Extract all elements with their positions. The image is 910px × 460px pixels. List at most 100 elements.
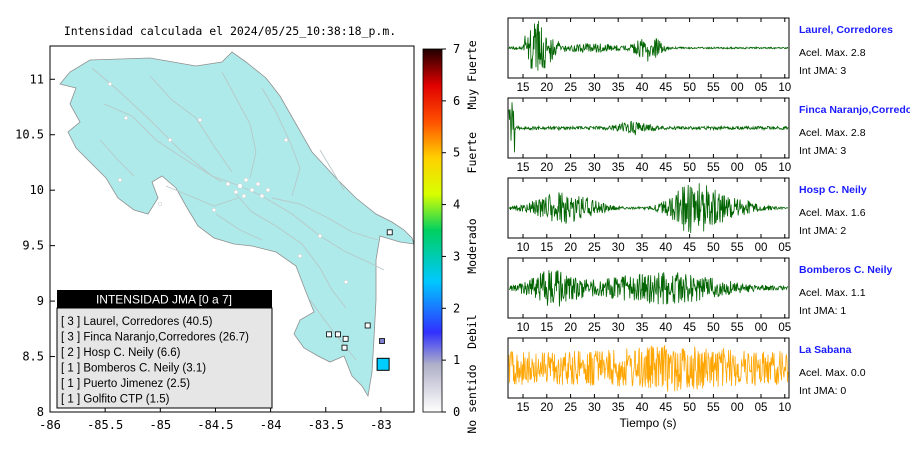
seismogram-xlabel: Tiempo (s): [620, 416, 677, 430]
seismogram-int-jma: Int JMA: 3: [799, 65, 846, 77]
map-x-tick-label: -84.5: [197, 418, 233, 432]
seismogram-tick-label: 20: [540, 162, 553, 174]
seismogram-tick-label: 40: [659, 322, 672, 334]
seismogram-tick-label: 30: [612, 242, 625, 254]
seismogram-tick-label: 45: [659, 82, 672, 94]
seismogram-tick-label: 50: [683, 162, 696, 174]
seismogram-acel-max: Acel. Max. 1.1: [799, 287, 866, 299]
station-markers: [326, 229, 393, 371]
seismogram-int-jma: Int JMA: 2: [799, 225, 846, 237]
map-title: Intensidad calculada el 2024/05/25_10:38…: [64, 24, 396, 38]
seismogram-acel-max: Acel. Max. 2.8: [799, 127, 866, 139]
seismogram-station-name: Laurel, Corredores: [799, 24, 893, 36]
seismogram-tick-label: 20: [540, 82, 553, 94]
legend-item: [ 3 ] Laurel, Corredores (40.5): [61, 316, 213, 328]
colorbar-tick-label: 5: [453, 146, 460, 160]
seismogram-tick-label: 10: [517, 242, 530, 254]
station-marker: [326, 331, 332, 338]
seismogram-tick-label: 05: [778, 242, 791, 254]
map-panel: -86 -85.5 -85 -84.5 -84 -83.5 -83 11 10.5 10 9.5 9…: [15, 45, 415, 432]
colorbar-category-label: Moderado: [465, 218, 479, 273]
seismogram-panel: 10 15 20 25 30 35 40 45 50 55 00 05 Bomberos C. Neil…: [507, 257, 893, 334]
seismogram-panel: 15 20 25 30 35 40 45 50 55 00 05 10 La Sabana Acel. M…: [507, 337, 866, 414]
seismogram-acel-max: Acel. Max. 0.0: [799, 367, 866, 379]
legend-title: INTENSIDAD JMA [0 a 7]: [96, 293, 232, 307]
seismogram-tick-label: 45: [683, 322, 696, 334]
map-y-tick-label: 11: [30, 72, 44, 86]
station-marker: [341, 344, 348, 351]
station-marker: [364, 322, 371, 329]
map-x-tick-label: -86: [39, 418, 61, 432]
seismogram-tick-label: 35: [612, 82, 625, 94]
seismogram-tick-label: 35: [612, 162, 625, 174]
seismogram-tick-label: 45: [683, 242, 696, 254]
seismogram-tick-label: 25: [588, 322, 601, 334]
seismogram-tick-label: 10: [778, 82, 791, 94]
seismogram-tick-label: 55: [731, 322, 744, 334]
seismogram-tick-label: 50: [683, 402, 696, 414]
seismogram-tick-label: 45: [659, 402, 672, 414]
map-x-tick-label: -83.5: [308, 418, 344, 432]
seismogram-trace: [508, 270, 789, 307]
station-marker: [379, 338, 385, 344]
colorbar-category-label: Debil: [465, 314, 479, 349]
seismogram-station-name: Finca Naranjo,Corredores: [799, 104, 910, 116]
map-y-tick-label: 8.5: [22, 350, 44, 364]
colorbar-tick-label: 0: [453, 405, 460, 419]
seismogram-acel-max: Acel. Max. 2.8: [799, 47, 866, 59]
seismogram-tick-label: 40: [659, 242, 672, 254]
seismogram-tick-label: 35: [612, 402, 625, 414]
seismogram-tick-label: 10: [517, 322, 530, 334]
station-marker: [376, 357, 390, 371]
seismogram-panel: 10 15 20 25 30 35 40 45 50 55 00 05 Hosp C. Neily Ace…: [507, 177, 867, 254]
seismogram-tick-label: 55: [707, 82, 720, 94]
seismogram-tick-label: 05: [755, 82, 768, 94]
seismogram-panel: 15 20 25 30 35 40 45 50 55 00 05 10 Finca Naranjo,Co…: [507, 97, 910, 174]
legend-title-bar: [57, 290, 272, 308]
colorbar-category-label: No sentido: [465, 364, 479, 433]
map-x-tick-label: -84: [260, 418, 282, 432]
colorbar-category-label: Fuerte: [465, 132, 479, 174]
map-frame: [49, 45, 415, 413]
seismogram-tick-label: 45: [659, 162, 672, 174]
seismogram-tick-label: 00: [731, 402, 744, 414]
legend-box: [56, 307, 273, 409]
colorbar-tick-label: 3: [453, 249, 460, 263]
seismogram-int-jma: Int JMA: 0: [799, 385, 846, 397]
colorbar-ticks: 0 1 2 3 4 5 6 7: [442, 42, 460, 419]
seismogram-int-jma: Int JMA: 1: [799, 305, 846, 317]
seismogram-tick-label: 00: [755, 242, 768, 254]
seismogram-panel: 15 20 25 30 35 40 45 50 55 00 05 10 Laurel, Corredor…: [507, 17, 893, 94]
seismogram-tick-label: 30: [588, 162, 601, 174]
seismogram-tick-label: 30: [588, 82, 601, 94]
seismogram-tick-label: 25: [564, 82, 577, 94]
legend-item: [ 2 ] Hosp C. Neily (6.6): [61, 347, 181, 359]
seismogram-tick-label: 10: [778, 162, 791, 174]
seismogram-tick-label: 30: [588, 402, 601, 414]
colorbar: 0 1 2 3 4 5 6 7 No sentido Debil Moderado Fuerte Mu…: [422, 40, 479, 434]
colorbar-tick-label: 4: [453, 198, 460, 212]
colorbar-scale: [422, 48, 443, 413]
seismogram-tick-label: 40: [636, 162, 649, 174]
map-y-tick-label: 8: [37, 405, 44, 419]
map-y-axis: 11 10.5 10 9.5 9 8.5 8: [15, 72, 55, 419]
seismogram-tick-label: 05: [778, 322, 791, 334]
seismogram-tick-label: 25: [564, 402, 577, 414]
legend-item: [ 1 ] Puerto Jimenez (2.5): [61, 378, 190, 390]
seismogram-tick-label: 00: [731, 82, 744, 94]
seismogram-tick-label: 55: [707, 402, 720, 414]
seismogram-tick-label: 20: [564, 242, 577, 254]
seismogram-tick-label: 55: [707, 162, 720, 174]
colorbar-category-label: Muy Fuerte: [465, 40, 479, 109]
seismogram-acel-max: Acel. Max. 1.6: [799, 207, 866, 219]
seismogram-panels: 15 20 25 30 35 40 45 50 55 00 05 10 Laurel, Corredor…: [507, 17, 910, 414]
seismogram-tick-label: 15: [517, 82, 530, 94]
map-y-tick-label: 10.5: [15, 128, 44, 142]
seismogram-tick-label: 35: [636, 242, 649, 254]
seismogram-tick-label: 15: [540, 322, 553, 334]
map-x-tick-label: -83: [370, 418, 392, 432]
seismogram-tick-label: 20: [540, 402, 553, 414]
map-y-tick-label: 10: [30, 183, 44, 197]
colorbar-tick-label: 1: [453, 353, 460, 367]
legend-items: [ 3 ] Laurel, Corredores (40.5) [ 3 ] Fin…: [61, 316, 249, 406]
